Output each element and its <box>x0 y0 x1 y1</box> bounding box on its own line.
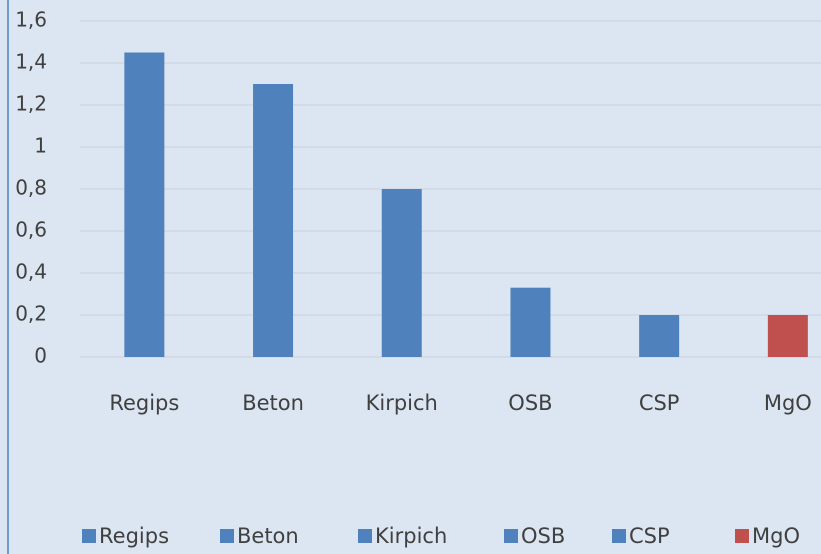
bar <box>253 84 294 357</box>
y-tick-label: 0 <box>34 344 47 368</box>
y-tick-label: 0,2 <box>15 302 47 326</box>
legend-swatch <box>612 529 626 543</box>
x-tick-label: CSP <box>639 391 680 415</box>
legend-label: Regips <box>99 524 169 548</box>
bar <box>510 287 551 357</box>
x-tick-label: MgO <box>764 391 812 415</box>
bar <box>767 315 808 357</box>
bar <box>639 315 680 357</box>
x-tick-label: Kirpich <box>366 391 438 415</box>
y-tick-label: 1 <box>34 134 47 158</box>
legend-swatch <box>358 529 372 543</box>
x-tick-label: Beton <box>242 391 304 415</box>
legend-label: Kirpich <box>375 524 447 548</box>
bar <box>124 52 165 357</box>
legend-label: MgO <box>752 524 800 548</box>
x-tick-label: Regips <box>109 391 179 415</box>
legend-swatch <box>220 529 234 543</box>
legend-label: OSB <box>521 524 565 548</box>
y-tick-label: 0,4 <box>15 260 47 284</box>
y-tick-label: 1,6 <box>15 8 47 32</box>
legend-label: Beton <box>237 524 299 548</box>
legend-swatch <box>735 529 749 543</box>
bar <box>381 189 422 357</box>
y-tick-label: 1,2 <box>15 92 47 116</box>
y-tick-label: 0,6 <box>15 218 47 242</box>
y-tick-label: 0,8 <box>15 176 47 200</box>
legend-swatch <box>504 529 518 543</box>
x-tick-label: OSB <box>508 391 552 415</box>
legend-label: CSP <box>629 524 670 548</box>
y-tick-label: 1,4 <box>15 50 47 74</box>
legend-swatch <box>82 529 96 543</box>
